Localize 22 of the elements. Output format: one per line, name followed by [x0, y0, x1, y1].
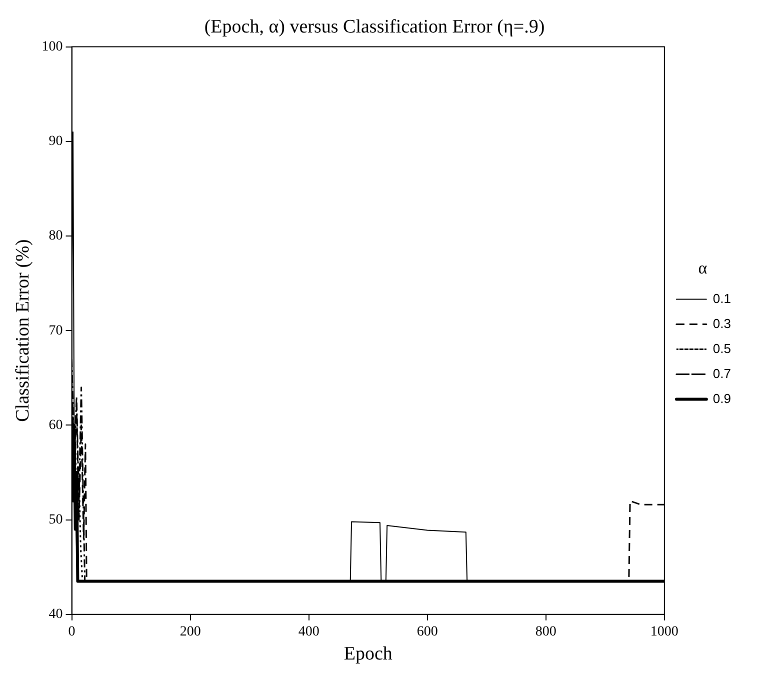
legend-label: 0.7	[712, 366, 732, 381]
legend-label: 0.1	[712, 290, 732, 306]
legend-label: 0.9	[712, 390, 732, 406]
legend-title: α	[698, 258, 708, 278]
x-axis-title: Epoch	[344, 644, 393, 665]
legend-label: 0.3	[712, 316, 732, 331]
x-tick-label: 1000	[650, 624, 678, 640]
y-axis-title: Classification Error (%)	[12, 239, 34, 422]
y-tick-label: 100	[42, 39, 63, 54]
y-tick-label: 70	[48, 323, 63, 338]
y-tick-label: 90	[48, 134, 63, 150]
x-tick-label: 600	[416, 624, 438, 640]
y-tick-label: 80	[48, 228, 63, 244]
y-tick-label: 50	[48, 512, 63, 528]
x-tick-label: 200	[180, 624, 201, 640]
legend-label: 0.5	[712, 340, 732, 356]
y-tick-label: 40	[48, 607, 63, 622]
chart-title: (Epoch, α) versus Classification Error (η=.9)	[204, 16, 545, 38]
x-tick-label: 400	[298, 624, 320, 640]
x-tick-label: 800	[535, 624, 556, 640]
y-tick-label: 60	[48, 418, 63, 433]
x-tick-label: 0	[68, 624, 76, 640]
